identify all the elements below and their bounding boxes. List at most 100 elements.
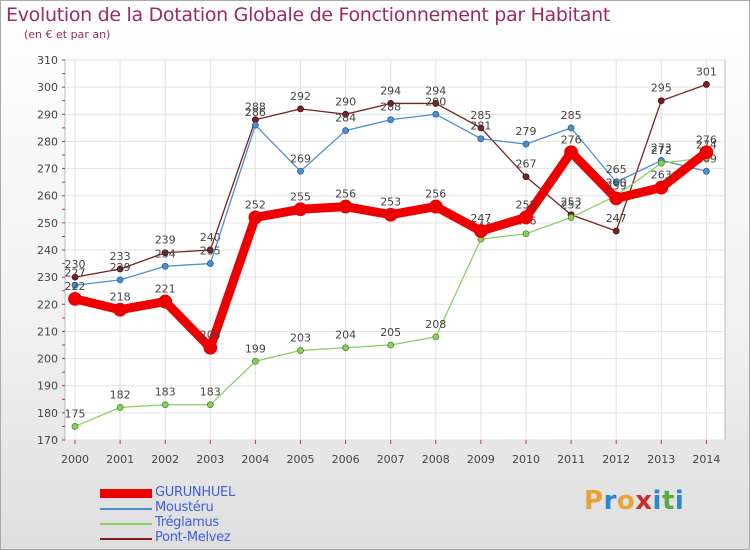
data-point-gurunhuel bbox=[338, 199, 353, 214]
legend-label-moustéru: Moustéru bbox=[155, 500, 214, 515]
x-tick-label: 2005 bbox=[287, 453, 315, 466]
data-label-moustéru: 284 bbox=[335, 112, 356, 125]
data-point-gurunhuel bbox=[428, 199, 443, 214]
data-label-gurunhuel: 256 bbox=[425, 188, 446, 201]
x-tick-label: 2002 bbox=[151, 453, 179, 466]
data-label-pont-melvez: 294 bbox=[425, 84, 446, 97]
logo-letter: t bbox=[661, 486, 675, 516]
data-label-gurunhuel: 255 bbox=[290, 190, 311, 203]
data-point-moustéru bbox=[522, 140, 530, 148]
data-label-moustéru: 227 bbox=[65, 266, 86, 279]
data-point-gurunhuel bbox=[383, 207, 398, 222]
data-label-moustéru: 285 bbox=[561, 109, 582, 122]
y-tick-label: 300 bbox=[37, 81, 58, 94]
data-label-moustéru: 265 bbox=[606, 163, 627, 176]
data-point-tréglamus bbox=[116, 404, 124, 411]
data-label-gurunhuel: 263 bbox=[651, 169, 672, 182]
logo-letter: x bbox=[635, 486, 653, 516]
data-label-moustéru: 235 bbox=[200, 245, 221, 258]
data-point-gurunhuel bbox=[609, 191, 624, 206]
data-label-moustéru: 234 bbox=[155, 247, 176, 260]
legend-item-tréglamus: Tréglamus bbox=[100, 515, 320, 531]
data-point-pont-melvez bbox=[297, 105, 304, 113]
data-label-tréglamus: 205 bbox=[380, 326, 401, 339]
logo-letter: P bbox=[584, 486, 604, 516]
data-label-tréglamus: 204 bbox=[335, 329, 356, 342]
x-tick-label: 2006 bbox=[332, 453, 360, 466]
data-point-gurunhuel bbox=[68, 291, 82, 306]
data-label-gurunhuel: 259 bbox=[606, 179, 627, 192]
legend-swatch-moustéru bbox=[100, 508, 152, 510]
y-tick-label: 200 bbox=[37, 353, 58, 366]
data-point-pont-melvez bbox=[522, 173, 530, 181]
legend-item-gurunhuel: GURUNHUEL bbox=[100, 485, 320, 501]
data-label-tréglamus: 183 bbox=[200, 386, 221, 399]
data-label-pont-melvez: 295 bbox=[651, 82, 672, 95]
data-point-tréglamus bbox=[522, 230, 530, 238]
y-tick-label: 230 bbox=[37, 271, 58, 284]
legend-label-tréglamus: Tréglamus bbox=[155, 515, 219, 530]
data-point-gurunhuel bbox=[203, 340, 218, 355]
data-point-gurunhuel bbox=[699, 145, 714, 160]
data-label-gurunhuel: 256 bbox=[335, 188, 356, 201]
data-label-pont-melvez: 233 bbox=[110, 250, 131, 263]
data-label-moustéru: 229 bbox=[110, 261, 131, 274]
x-tick-label: 2014 bbox=[692, 453, 720, 466]
data-label-moustéru: 288 bbox=[380, 101, 401, 114]
data-point-gurunhuel bbox=[519, 210, 533, 225]
data-label-tréglamus: 208 bbox=[425, 318, 446, 331]
data-point-pont-melvez bbox=[703, 81, 710, 88]
data-label-gurunhuel: 252 bbox=[245, 198, 266, 211]
data-label-moustéru: 290 bbox=[425, 95, 446, 108]
data-label-tréglamus: 272 bbox=[651, 144, 672, 157]
x-tick-label: 2007 bbox=[377, 453, 405, 466]
x-tick-label: 2012 bbox=[602, 453, 630, 466]
data-label-gurunhuel: 253 bbox=[380, 196, 401, 209]
data-label-moustéru: 279 bbox=[516, 125, 537, 138]
y-tick-label: 280 bbox=[37, 135, 58, 148]
data-label-tréglamus: 183 bbox=[155, 386, 176, 399]
data-point-tréglamus bbox=[251, 357, 259, 365]
x-tick-label: 2009 bbox=[467, 453, 495, 466]
data-label-moustéru: 273 bbox=[651, 141, 672, 154]
data-label-tréglamus: 252 bbox=[561, 198, 582, 211]
data-label-gurunhuel: 247 bbox=[470, 212, 491, 225]
data-label-pont-melvez: 230 bbox=[65, 258, 86, 271]
data-point-pont-melvez bbox=[432, 100, 440, 107]
data-label-tréglamus: 203 bbox=[290, 331, 311, 344]
data-point-gurunhuel bbox=[654, 180, 669, 195]
data-point-moustéru bbox=[567, 124, 575, 132]
data-point-gurunhuel bbox=[113, 302, 127, 317]
data-label-pont-melvez: 294 bbox=[380, 84, 401, 97]
data-label-moustéru: 286 bbox=[245, 106, 266, 119]
data-label-gurunhuel: 276 bbox=[561, 133, 582, 146]
data-point-moustéru bbox=[206, 260, 214, 267]
data-label-moustéru: 281 bbox=[470, 120, 491, 133]
data-label-gurunhuel: 276 bbox=[696, 133, 717, 146]
data-label-gurunhuel: 204 bbox=[200, 329, 221, 342]
logo-letter: r bbox=[603, 486, 617, 516]
data-point-moustéru bbox=[251, 121, 259, 129]
x-tick-label: 2013 bbox=[647, 453, 675, 466]
data-point-moustéru bbox=[161, 262, 169, 270]
data-label-tréglamus: 175 bbox=[65, 407, 86, 420]
x-tick-label: 2010 bbox=[512, 453, 540, 466]
chart-subtitle: (en € et par an) bbox=[24, 28, 111, 41]
legend-swatch-tréglamus bbox=[100, 523, 152, 525]
data-point-pont-melvez bbox=[387, 100, 395, 107]
data-point-pont-melvez bbox=[116, 265, 124, 273]
x-tick-label: 2000 bbox=[61, 453, 89, 466]
chart-legend: GURUNHUEL Moustéru Tréglamus Pont-Melvez bbox=[100, 485, 320, 546]
data-point-moustéru bbox=[612, 178, 620, 186]
data-label-pont-melvez: 267 bbox=[516, 158, 537, 171]
x-tick-label: 2004 bbox=[241, 453, 269, 466]
data-point-moustéru bbox=[116, 276, 124, 284]
data-label-pont-melvez: 247 bbox=[606, 212, 627, 225]
data-point-tréglamus bbox=[657, 159, 665, 167]
x-tick-label: 2008 bbox=[422, 453, 450, 466]
data-label-gurunhuel: 221 bbox=[155, 283, 176, 296]
y-tick-label: 260 bbox=[37, 190, 58, 203]
legend-item-moustéru: Moustéru bbox=[100, 500, 320, 516]
y-tick-label: 310 bbox=[37, 54, 58, 67]
